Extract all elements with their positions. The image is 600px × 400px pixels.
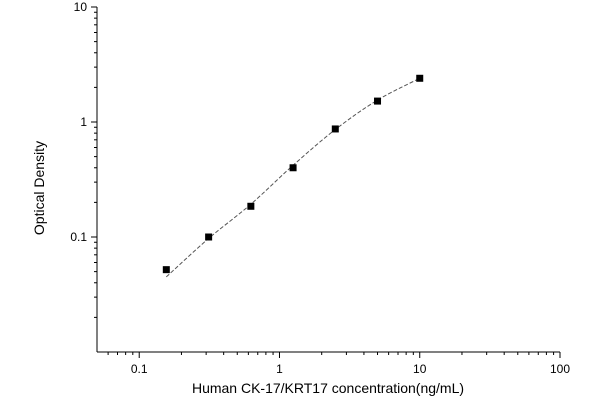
data-point: [162, 266, 170, 274]
data-points: [162, 74, 424, 274]
x-tick-label: 10: [413, 362, 427, 376]
fit-curve-layer: [165, 77, 420, 278]
data-point: [205, 233, 213, 241]
y-axis-label: Optical Density: [31, 141, 47, 235]
x-tick-label: 100: [550, 362, 570, 376]
data-point: [374, 97, 382, 105]
data-point: [331, 125, 339, 133]
y-tick-label: 0.1: [70, 230, 87, 244]
x-tick-label: 0.1: [131, 362, 148, 376]
fit-curve: [165, 77, 420, 278]
axes: 0.1 1 10 100 0.1 1 10: [70, 0, 570, 376]
y-tick-label: 1: [80, 115, 87, 129]
data-point: [416, 74, 424, 82]
x-axis-label: Human CK-17/KRT17 concentration(ng/mL): [192, 380, 464, 396]
x-tick-label: 1: [276, 362, 283, 376]
data-point: [247, 202, 255, 210]
data-point: [289, 164, 297, 172]
y-tick-label: 10: [74, 0, 88, 14]
